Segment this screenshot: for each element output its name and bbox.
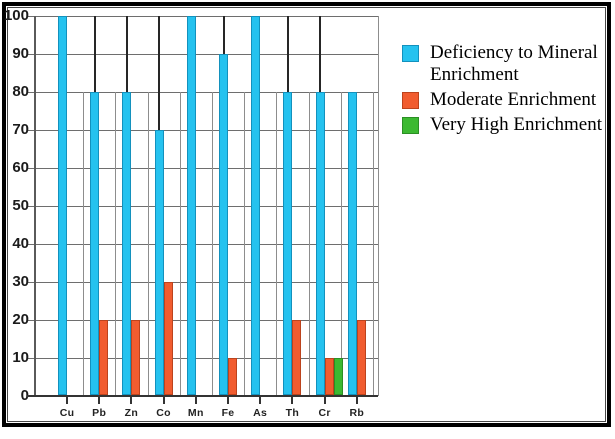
x-tick	[291, 397, 294, 404]
gridline-horizontal	[27, 167, 378, 169]
y-tick-label: 60	[12, 159, 29, 176]
bar-fe-deficiency	[219, 54, 228, 395]
x-tick	[130, 397, 133, 404]
gridline-horizontal	[27, 319, 378, 321]
y-axis-line	[34, 16, 36, 396]
x-axis-line	[27, 395, 378, 397]
drop-line	[319, 16, 322, 92]
drop-line	[158, 16, 161, 130]
x-tick	[162, 397, 165, 404]
bar-co-deficiency	[154, 130, 164, 395]
bar-cu-deficiency	[58, 16, 67, 395]
bar-zn-deficiency	[122, 92, 132, 395]
x-tick	[98, 397, 101, 404]
drop-line	[125, 16, 128, 92]
x-tick	[227, 397, 229, 404]
gridline-vertical	[147, 92, 149, 396]
x-tick-label: Cu	[59, 407, 75, 419]
x-tick	[323, 397, 326, 404]
bar-cr-very-high	[333, 358, 343, 395]
x-tick-label: As	[253, 407, 268, 419]
y-tick-label: 70	[12, 121, 29, 138]
bar-co-moderate	[163, 282, 173, 395]
bar-cr-deficiency	[315, 92, 325, 395]
y-tick-label: 90	[12, 45, 29, 62]
gridline-horizontal	[27, 205, 378, 207]
y-tick-label: 100	[3, 7, 29, 24]
x-tick-label: Fe	[221, 407, 235, 419]
gridline-vertical	[308, 92, 310, 396]
bar-th-moderate	[292, 320, 302, 395]
gridline-horizontal	[27, 15, 378, 17]
x-tick	[194, 397, 197, 404]
drop-line	[93, 16, 96, 92]
x-tick-label: Pb	[92, 407, 107, 419]
x-tick-label: Mn	[187, 407, 204, 419]
bar-mn-deficiency	[186, 16, 196, 395]
bar-rb-moderate	[356, 320, 366, 395]
bar-pb-moderate	[99, 320, 109, 395]
y-tick-label: 20	[12, 311, 29, 328]
x-tick-label: Rb	[349, 407, 365, 419]
x-tick	[259, 397, 262, 404]
bar-rb-deficiency	[347, 92, 357, 395]
gridline-horizontal	[27, 243, 378, 245]
legend-item: Very High Enrichment	[402, 114, 615, 136]
bar-cr-moderate	[324, 358, 334, 395]
bar-as-deficiency	[251, 16, 261, 395]
gridline-vertical	[83, 92, 85, 396]
bar-pb-deficiency	[90, 92, 100, 395]
gridline-horizontal	[27, 129, 378, 131]
bar-fe-moderate	[228, 358, 237, 395]
gridline-horizontal	[27, 357, 378, 359]
gridline-vertical	[244, 92, 246, 396]
gridline-vertical	[211, 92, 213, 396]
gridline-horizontal	[27, 91, 378, 93]
gridline-vertical	[372, 92, 374, 396]
drop-line	[286, 16, 289, 92]
legend-label: Moderate Enrichment	[430, 89, 597, 110]
gridline-horizontal	[27, 281, 378, 283]
gridline-vertical	[276, 92, 278, 396]
legend-swatch-icon	[402, 117, 419, 134]
legend-item: Moderate Enrichment	[402, 89, 615, 111]
x-tick-label: Cr	[318, 407, 331, 419]
figure-border	[2, 2, 611, 427]
gridline-horizontal	[27, 53, 378, 55]
x-tick	[66, 397, 68, 404]
legend: Deficiency to Mineral Enrichment Moderate…	[402, 42, 615, 136]
x-tick	[355, 397, 358, 404]
legend-item: Deficiency to Mineral Enrichment	[402, 42, 615, 86]
y-tick-label: 40	[12, 235, 29, 252]
drop-line	[222, 16, 225, 54]
legend-swatch-icon	[402, 45, 419, 62]
gridline-vertical	[115, 92, 117, 396]
gridline-vertical	[340, 92, 342, 396]
y-tick-label: 80	[12, 83, 29, 100]
legend-swatch-icon	[402, 92, 419, 109]
bar-zn-moderate	[131, 320, 141, 395]
legend-label: Deficiency to Mineral Enrichment	[430, 42, 598, 85]
x-tick-label: Co	[156, 407, 171, 419]
legend-label: Very High Enrichment	[430, 114, 603, 135]
y-tick-label: 30	[12, 273, 29, 290]
bar-th-deficiency	[283, 92, 293, 395]
y-tick-label: 10	[12, 349, 29, 366]
plot-right-edge	[378, 16, 379, 396]
y-tick-label: 50	[12, 197, 29, 214]
y-tick-label: 0	[20, 387, 29, 404]
x-tick-label: Th	[285, 407, 300, 419]
x-tick-label: Zn	[124, 407, 139, 419]
gridline-vertical	[179, 92, 181, 396]
